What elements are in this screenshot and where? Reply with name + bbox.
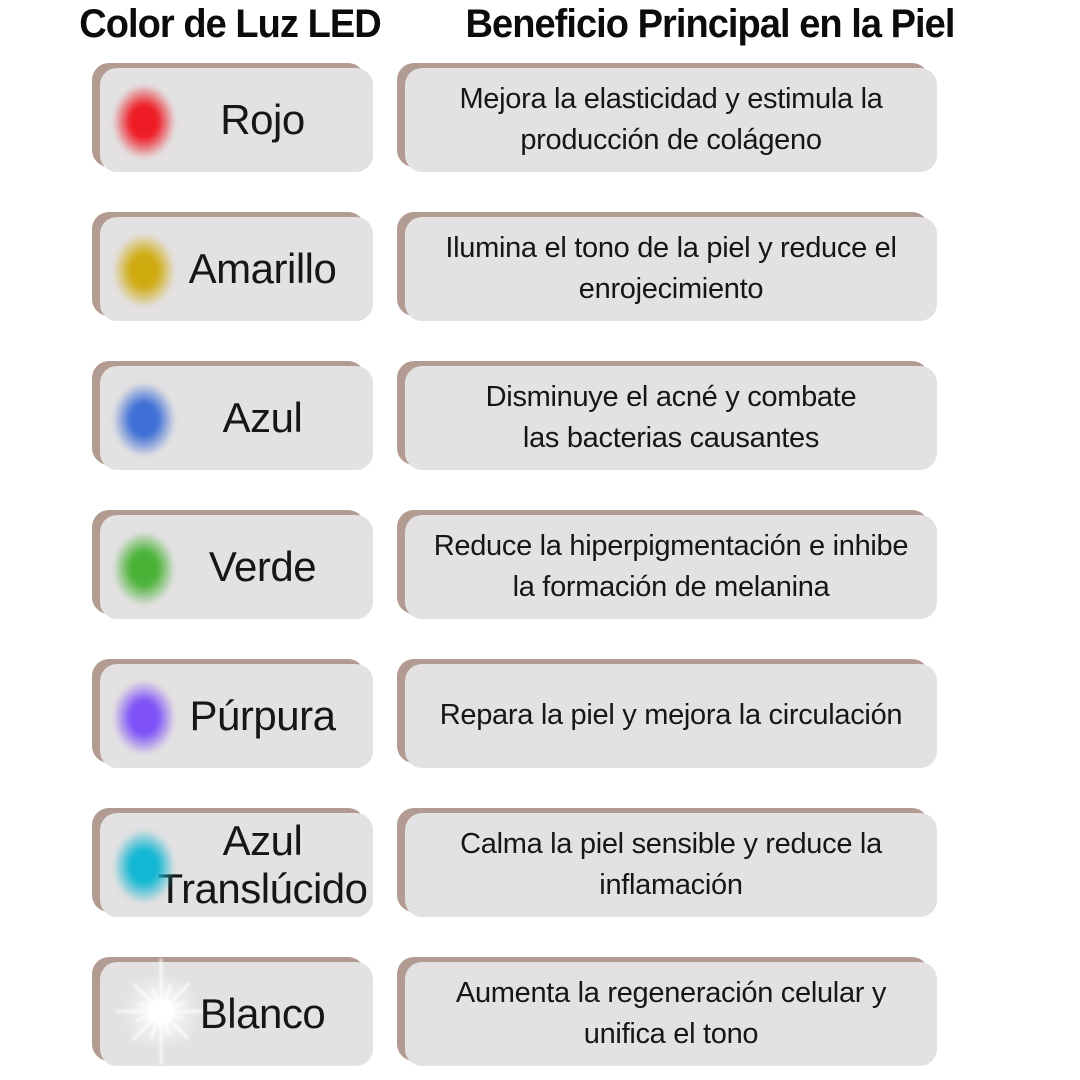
benefit-label: Aumenta la regeneración celular y unific… [455,976,887,1050]
green-glow-dot-icon [112,530,176,607]
benefit-cell: Aumenta la regeneración celular y unific… [405,962,937,1066]
benefit-cell: Repara la piel y mejora la circulación [405,664,937,768]
color-label: Azul [222,393,303,441]
benefit-cell: Disminuye el acné y combate las bacteria… [405,366,937,470]
benefit-cell: Ilumina el tono de la piel y reduce el e… [405,217,937,321]
benefit-cell: Calma la piel sensible y reduce la infla… [405,813,937,917]
table-row-rojo: Rojo Mejora la elasticidad y estimula la… [0,68,937,172]
benefit-cell: Mejora la elasticidad y estimula la prod… [405,68,937,172]
benefit-label: Repara la piel y mejora la circulación [439,699,903,732]
color-label: Verde [208,542,317,590]
table-row-verde: Verde Reduce la hiperpigmentación e inhi… [0,515,937,619]
color-label: Amarillo [188,244,337,292]
benefit-label: Disminuye el acné y combate las bacteria… [485,380,857,454]
color-label: Rojo [220,95,305,143]
benefit-label: Reduce la hiperpigmentación e inhibe la … [433,529,909,603]
column-header-benefit: Beneficio Principal en la Piel [465,2,956,46]
red-glow-dot-icon [112,83,176,160]
benefit-cell: Reduce la hiperpigmentación e inhibe la … [405,515,937,619]
color-cell: Amarillo [100,217,373,321]
color-label: Azul Translúcido [157,816,368,912]
blue-glow-dot-icon [112,381,176,458]
table-row-azul-translucido: Azul Translúcido Calma la piel sensible … [0,813,937,917]
benefit-label: Mejora la elasticidad y estimula la prod… [459,82,883,156]
color-cell: Púrpura [100,664,373,768]
color-cell: Verde [100,515,373,619]
color-label: Púrpura [189,691,336,739]
benefit-label: Ilumina el tono de la piel y reduce el e… [445,231,897,305]
yellow-glow-dot-icon [112,232,176,309]
purple-glow-dot-icon [112,679,176,756]
color-cell: Azul [100,366,373,470]
color-cell: Blanco [100,958,373,1066]
table-row-azul: Azul Disminuye el acné y combate las bac… [0,366,937,470]
table-row-amarillo: Amarillo Ilumina el tono de la piel y re… [0,217,937,321]
table-row-blanco: Blanco Aumenta la regeneración celular y… [0,958,937,1066]
color-cell: Azul Translúcido [100,813,373,917]
table-row-purpura: Púrpura Repara la piel y mejora la circu… [0,664,937,768]
column-header-color: Color de Luz LED [79,2,381,46]
color-label: Blanco [199,989,326,1037]
color-cell: Rojo [100,68,373,172]
table-rows: Rojo Mejora la elasticidad y estimula la… [0,68,937,1066]
benefit-label: Calma la piel sensible y reduce la infla… [460,827,882,901]
